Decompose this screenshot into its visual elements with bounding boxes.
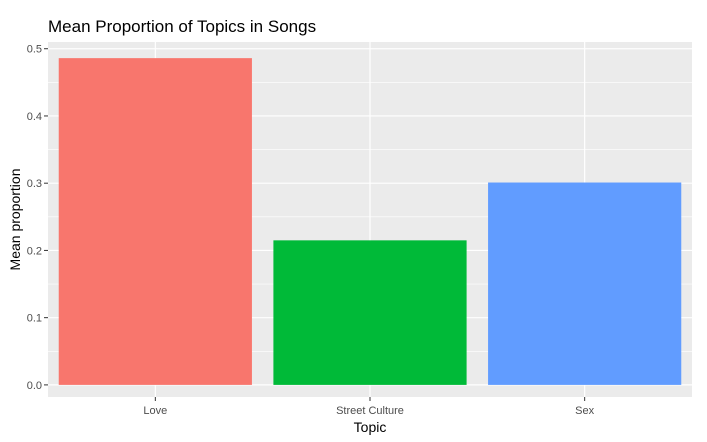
y-tick-label: 0.1 (27, 313, 42, 325)
x-axis-title: Topic (354, 419, 387, 435)
bar-street-culture (273, 240, 467, 385)
x-tick-label: Love (143, 405, 167, 417)
y-tick-label: 0.5 (27, 44, 42, 56)
y-axis-ticks: 0.0 0.1 0.2 0.3 0.4 0.5 (27, 44, 48, 392)
y-axis-title: Mean proportion (7, 169, 23, 271)
y-tick-label: 0.0 (27, 380, 42, 392)
bars (58, 58, 682, 385)
x-tick-label: Street Culture (336, 405, 404, 417)
bar-love (58, 58, 252, 385)
x-tick-label: Sex (575, 405, 594, 417)
y-tick-label: 0.2 (27, 245, 42, 257)
x-axis-ticks: Love Street Culture Sex (143, 397, 595, 417)
chart-title: Mean Proportion of Topics in Songs (48, 17, 316, 36)
y-tick-label: 0.4 (27, 111, 42, 123)
bar-sex (488, 182, 682, 385)
y-tick-label: 0.3 (27, 178, 42, 190)
